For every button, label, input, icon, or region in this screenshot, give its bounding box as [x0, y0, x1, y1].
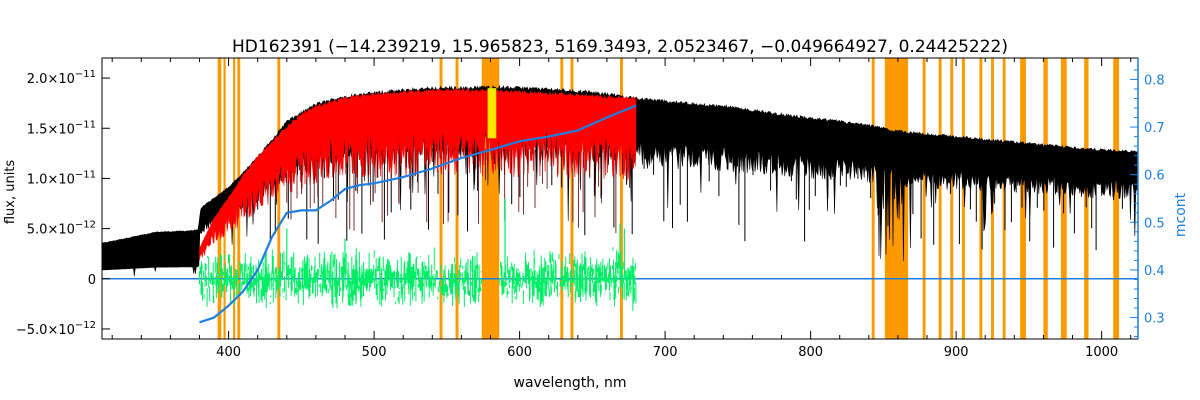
y-left-tick-label-0: −5.0×10−12	[16, 320, 96, 338]
x-tick-label-800: 800	[798, 345, 823, 360]
y-left-tick-label-1: 0	[88, 273, 96, 288]
masked-band-15	[950, 58, 954, 339]
masked-band-4	[277, 58, 281, 339]
y-axis-right: 0.3 0.4 0.5 0.6 0.7 0.8	[1130, 58, 1165, 339]
masked-band-5	[439, 58, 443, 339]
masked-band-13	[922, 58, 926, 339]
masked-band-17	[979, 58, 983, 339]
masked-band-8	[560, 58, 564, 339]
y-right-tick-label-0.3: 0.3	[1144, 312, 1165, 327]
y-left-tick-label-4: 1.5×10−11	[27, 119, 96, 137]
masked-band-9	[570, 58, 574, 339]
x-tick-label-700: 700	[653, 345, 678, 360]
y-right-tick-label-0.6: 0.6	[1144, 169, 1165, 184]
y-right-tick-label-0.7: 0.7	[1144, 121, 1165, 136]
y-left-tick-label-3: 1.0×10−11	[27, 169, 96, 187]
y-axis-left-label: flux, units	[3, 160, 18, 225]
y-axis-left: −5.0×10−12 0 5.0×10−12 1.0×10−11 1.5×10−11 2.…	[16, 69, 110, 338]
masked-band-14	[938, 58, 942, 339]
series-model-spectrum	[199, 87, 637, 260]
y-right-tick-label-0.4: 0.4	[1144, 264, 1165, 279]
series-residuals	[199, 247, 637, 311]
x-tick-label-900: 900	[944, 345, 969, 360]
y-axis-right-label: mcont	[1173, 192, 1189, 237]
masked-band-19	[1002, 58, 1006, 339]
y-left-tick-label-2: 5.0×10−12	[27, 220, 96, 238]
chart-title: HD162391 (−14.239219, 15.965823, 5169.34…	[232, 37, 1008, 57]
series-layer	[101, 84, 1138, 324]
x-tick-label-1000: 1000	[1085, 345, 1118, 360]
masked-band-6	[455, 58, 459, 339]
masked-band-16	[961, 58, 965, 339]
masked-band-20	[1020, 58, 1026, 339]
masked-band-24	[1113, 58, 1120, 339]
x-axis-label: wavelength, nm	[514, 375, 627, 391]
x-tick-label-500: 500	[362, 345, 387, 360]
x-tick-label-600: 600	[507, 345, 532, 360]
y-left-tick-label-5: 2.0×10−11	[27, 69, 96, 87]
masked-band-11	[871, 58, 875, 339]
x-tick-label-400: 400	[216, 345, 241, 360]
masked-band-21	[1043, 58, 1048, 339]
series-highlight	[487, 88, 497, 139]
masked-band-10	[620, 58, 623, 339]
y-right-tick-label-0.5: 0.5	[1144, 216, 1165, 231]
x-axis: 400 500 600 700 800 900 1000	[111, 58, 1132, 360]
y-right-tick-label-0.8: 0.8	[1144, 73, 1165, 88]
series-continuum	[199, 104, 637, 324]
